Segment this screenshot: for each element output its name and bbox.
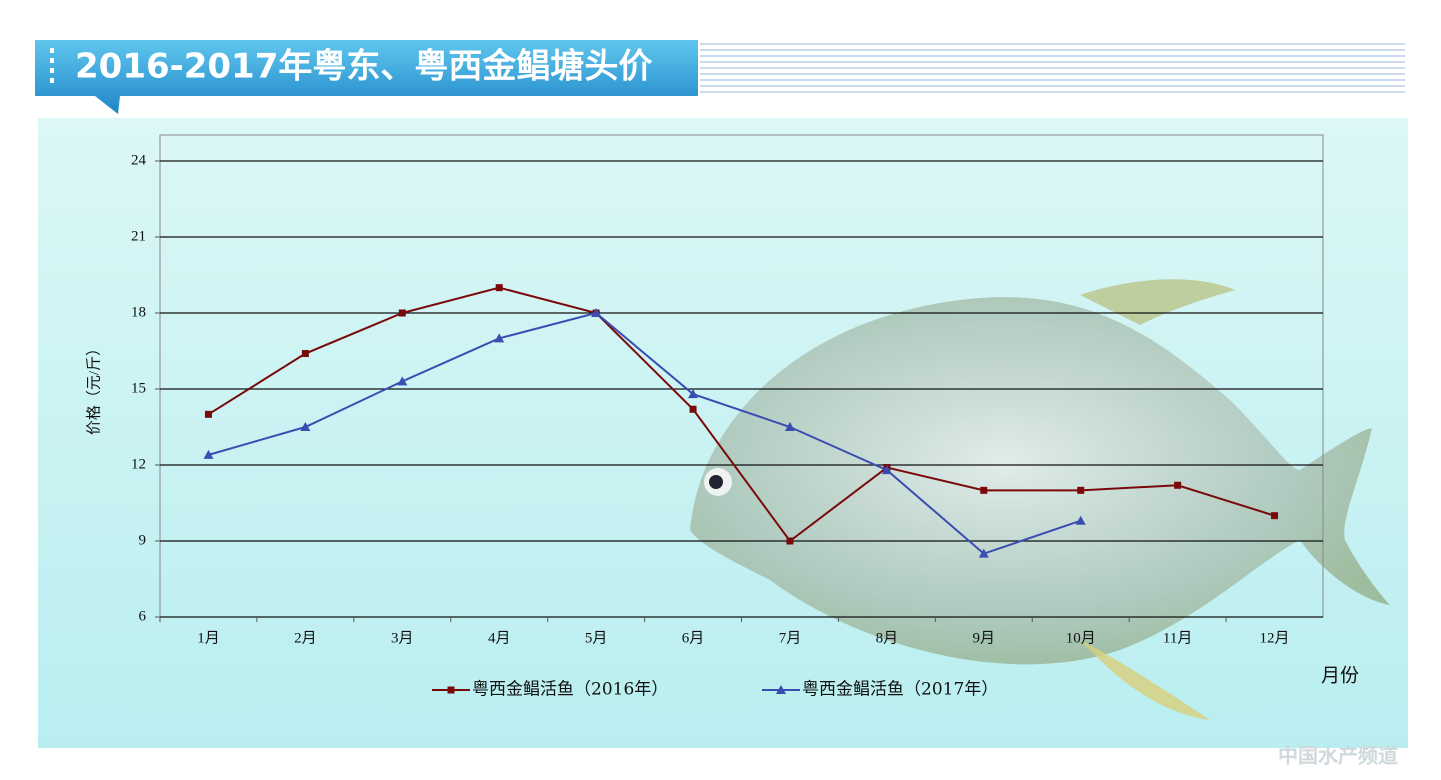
data-point — [688, 389, 699, 399]
x-tick-label: 9月 — [973, 630, 996, 646]
y-tick-label: 18 — [131, 304, 146, 320]
data-point — [978, 548, 989, 558]
legend-label: 粤西金鲳活鱼（2016年） — [472, 680, 668, 700]
y-tick-label: 6 — [139, 608, 147, 624]
x-tick-label: 3月 — [391, 630, 414, 646]
data-point — [980, 486, 988, 494]
y-tick-label: 12 — [131, 456, 146, 472]
x-tick-label: 4月 — [488, 630, 511, 646]
x-tick-label: 8月 — [876, 630, 899, 646]
x-tick-label: 2月 — [294, 630, 317, 646]
x-tick-label: 1月 — [197, 630, 220, 646]
data-point — [204, 410, 212, 418]
y-tick-label: 9 — [139, 532, 147, 548]
legend-marker — [447, 686, 455, 694]
y-axis-label: 价格（元/斤） — [85, 341, 102, 435]
title-dots — [50, 48, 54, 83]
y-tick-label: 15 — [131, 380, 146, 396]
data-point — [591, 308, 602, 317]
data-point — [203, 449, 214, 459]
x-tick-label: 10月 — [1066, 630, 1096, 646]
data-point — [398, 309, 406, 317]
x-tick-label: 12月 — [1260, 630, 1290, 646]
x-tick-label: 6月 — [682, 630, 705, 646]
series-line — [208, 311, 1082, 555]
data-point — [495, 284, 503, 292]
data-point — [881, 465, 892, 475]
data-point — [1075, 515, 1086, 525]
y-tick-label: 24 — [131, 152, 147, 168]
y-tick-label: 21 — [131, 228, 146, 244]
x-tick-label: 5月 — [585, 630, 608, 646]
legend-label: 粤西金鲳活鱼（2017年） — [802, 680, 998, 700]
data-point — [786, 537, 794, 545]
data-point — [784, 422, 795, 431]
data-point — [1077, 486, 1085, 494]
series-line — [207, 286, 1275, 543]
data-point — [301, 350, 309, 358]
data-point — [397, 376, 408, 386]
data-point — [1174, 481, 1182, 489]
data-point — [689, 405, 697, 413]
chart-title: 2016-2017年粤东、粤西金鲳塘头价 — [75, 47, 652, 87]
data-point — [494, 333, 505, 343]
data-point — [1271, 512, 1279, 520]
x-axis-label: 月份 — [1321, 665, 1359, 687]
data-point — [300, 422, 311, 431]
title-banner — [35, 40, 698, 114]
watermark: 中国水产频道 — [1278, 744, 1398, 768]
x-tick-label: 11月 — [1163, 630, 1192, 646]
legend-marker — [776, 685, 786, 694]
header-stripes — [700, 43, 1405, 93]
x-tick-label: 7月 — [779, 630, 802, 646]
